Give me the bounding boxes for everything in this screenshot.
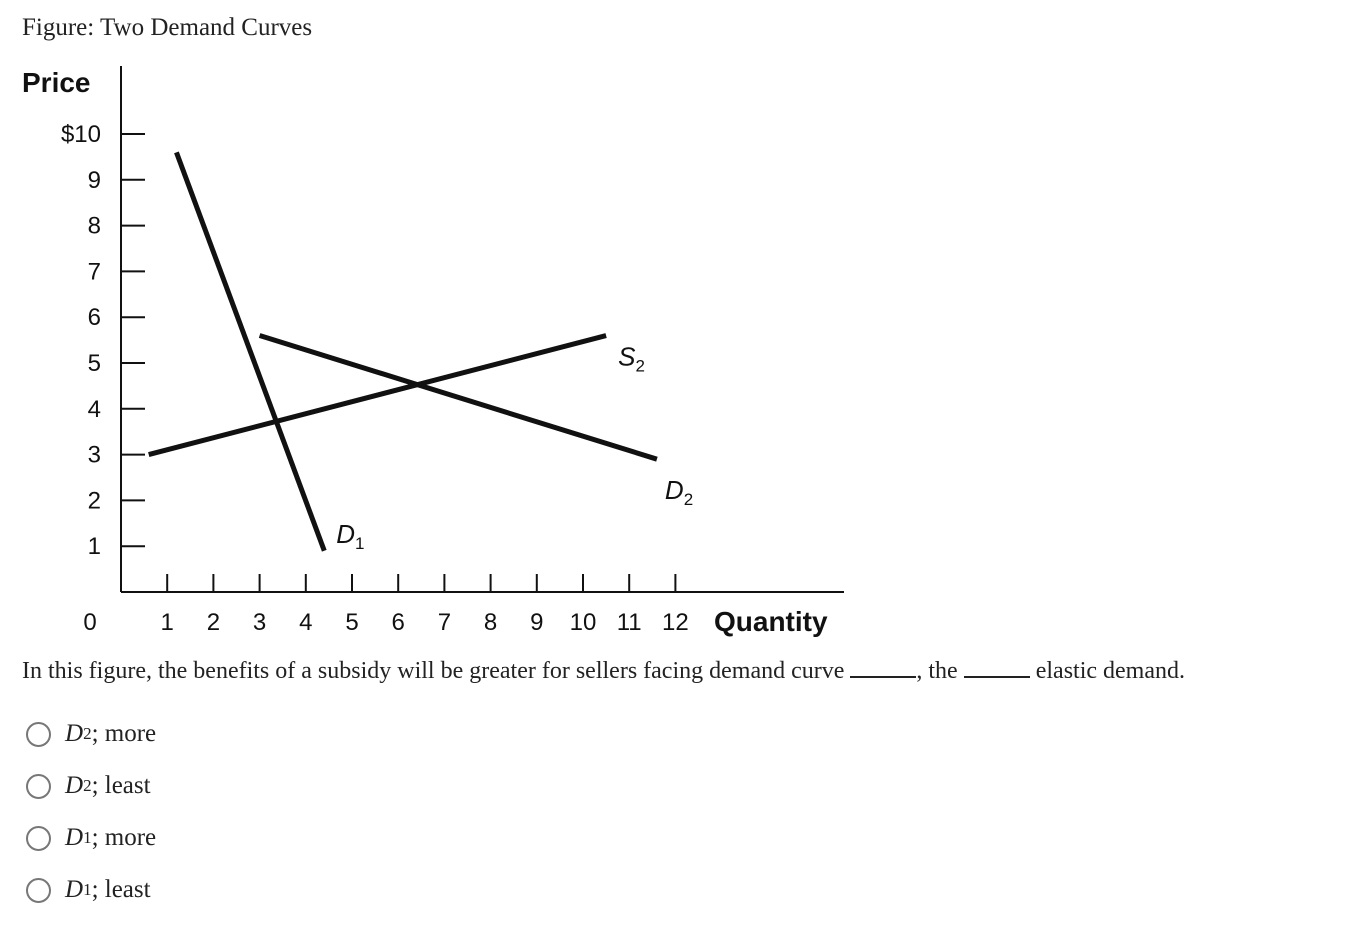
label-letter: D <box>665 475 684 505</box>
option-d1-more[interactable]: D 1; more <box>26 812 156 864</box>
option-curve: D <box>65 720 84 747</box>
y-tick-label: 2 <box>88 487 101 514</box>
label-subscript: 2 <box>635 357 644 376</box>
question-part-3: elastic demand. <box>1035 658 1185 684</box>
answer-blank-2 <box>963 658 1030 678</box>
x-tick-label: 1 <box>161 609 174 636</box>
y-tick-label: 7 <box>88 258 101 285</box>
x-tick-label: 7 <box>438 609 451 636</box>
option-curve-sub: 1 <box>83 828 92 847</box>
label-letter: S <box>618 342 636 372</box>
option-curve-sub: 2 <box>83 724 92 743</box>
option-label: ; more <box>91 720 157 747</box>
radio-button[interactable] <box>26 773 51 799</box>
y-tick-label: 4 <box>88 396 101 423</box>
curve-d2 <box>258 333 658 462</box>
y-axis-title: Price <box>22 67 91 98</box>
x-tick-label: 8 <box>484 609 497 636</box>
curve-d1 <box>174 151 327 552</box>
question-text: In this figure, the benefits of a subsid… <box>22 658 1185 685</box>
y-tick-label: 5 <box>88 350 101 377</box>
label-s2: S2 <box>618 342 645 376</box>
y-tick-label: 9 <box>88 167 101 194</box>
chart-axes: Price <box>22 66 844 593</box>
option-label: ; least <box>91 772 151 799</box>
option-d2-more[interactable]: D 2; more <box>26 708 156 760</box>
y-tick-label: 3 <box>88 442 101 469</box>
question-part-2: , the <box>916 658 958 684</box>
label-letter: D <box>336 519 355 549</box>
radio-button[interactable] <box>26 721 51 747</box>
label-d1: D1 <box>336 519 364 553</box>
x-tick-label: 6 <box>392 609 405 636</box>
y-tick-label: $10 <box>61 121 101 148</box>
radio-button[interactable] <box>26 825 51 851</box>
x-tick-label: 12 <box>662 609 689 636</box>
figure-title: Figure: Two Demand Curves <box>22 14 313 41</box>
label-subscript: 1 <box>355 534 364 553</box>
x-tick-label: 10 <box>570 609 597 636</box>
x-tick-label: 3 <box>253 609 266 636</box>
chart-curves <box>148 151 658 552</box>
option-curve: D <box>65 824 84 851</box>
radio-button[interactable] <box>26 877 51 903</box>
x-axis-title: Quantity <box>714 606 828 637</box>
y-tick-label: 8 <box>88 213 101 240</box>
answer-blank-1 <box>850 658 917 678</box>
option-d2-least[interactable]: D 2; least <box>26 760 156 812</box>
x-axis-ticks: 0 1 2 3 4 5 6 7 8 9 10 11 12 Quantity <box>83 574 828 637</box>
option-curve: D <box>65 876 84 903</box>
x-tick-label: 2 <box>207 609 220 636</box>
label-subscript: 2 <box>684 490 693 509</box>
option-curve-sub: 2 <box>83 776 92 795</box>
label-d2: D2 <box>665 475 693 509</box>
option-curve: D <box>65 772 84 799</box>
option-d1-least[interactable]: D 1; least <box>26 864 156 916</box>
curve-s2 <box>148 333 607 458</box>
question-part-1: In this figure, the benefits of a subsid… <box>22 658 845 684</box>
option-label: ; more <box>91 824 157 851</box>
option-curve-sub: 1 <box>83 880 92 899</box>
x-tick-label: 11 <box>617 609 642 636</box>
y-tick-label: 1 <box>88 533 101 560</box>
x-tick-label: 9 <box>530 609 543 636</box>
option-label: ; least <box>91 876 151 903</box>
x-tick-label: 4 <box>299 609 312 636</box>
x-tick-label: 5 <box>345 609 358 636</box>
answer-options: D 2; more D 2; least D 1; more D 1; least <box>26 708 156 916</box>
x-tick-label: 0 <box>83 609 96 636</box>
y-axis-ticks: $10 9 8 7 6 5 4 3 2 1 <box>61 121 145 560</box>
y-tick-label: 6 <box>88 304 101 331</box>
